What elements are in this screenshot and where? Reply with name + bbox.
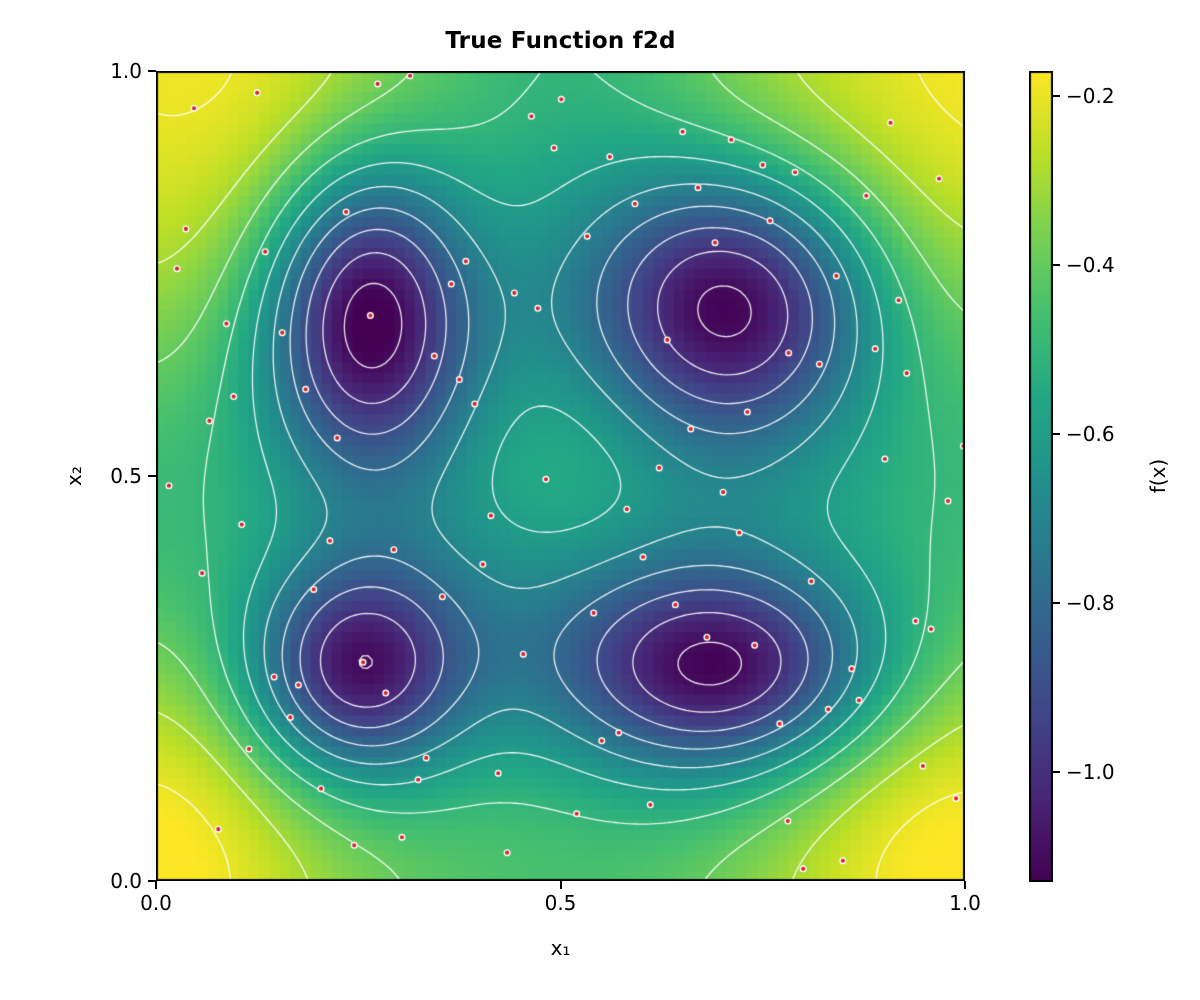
- contour-plot-canvas: [156, 71, 965, 881]
- colorbar-tick-label: −1.0: [1066, 760, 1115, 785]
- x-tick-mark: [964, 881, 966, 889]
- colorbar: [1029, 71, 1053, 882]
- y-tick-mark: [148, 475, 156, 477]
- colorbar-tick-mark: [1053, 264, 1060, 267]
- x-tick-label: 0.0: [140, 891, 172, 915]
- colorbar-tick-mark: [1053, 95, 1060, 98]
- x-tick-mark: [559, 881, 562, 889]
- colorbar-tick-label: −0.2: [1066, 84, 1115, 109]
- y-tick-label: 0.5: [110, 464, 142, 488]
- colorbar-axis-label: f(x): [1146, 458, 1170, 494]
- colorbar-tick-mark: [1053, 602, 1060, 605]
- x-tick-mark: [155, 881, 157, 889]
- colorbar-tick-label: −0.6: [1066, 422, 1115, 447]
- plot-title: True Function f2d: [445, 28, 676, 54]
- colorbar-tick-label: −0.8: [1066, 591, 1115, 616]
- y-tick-label: 1.0: [110, 59, 142, 83]
- y-tick-label: 0.0: [110, 869, 142, 893]
- colorbar-tick-mark: [1053, 433, 1060, 436]
- y-tick-mark: [148, 880, 156, 882]
- y-tick-mark: [148, 70, 156, 72]
- colorbar-tick-label: −0.4: [1066, 253, 1115, 278]
- colorbar-tick-mark: [1053, 771, 1060, 774]
- x-tick-label: 1.0: [949, 891, 981, 915]
- x-axis-label: x₁: [550, 936, 571, 960]
- x-tick-label: 0.5: [544, 891, 577, 915]
